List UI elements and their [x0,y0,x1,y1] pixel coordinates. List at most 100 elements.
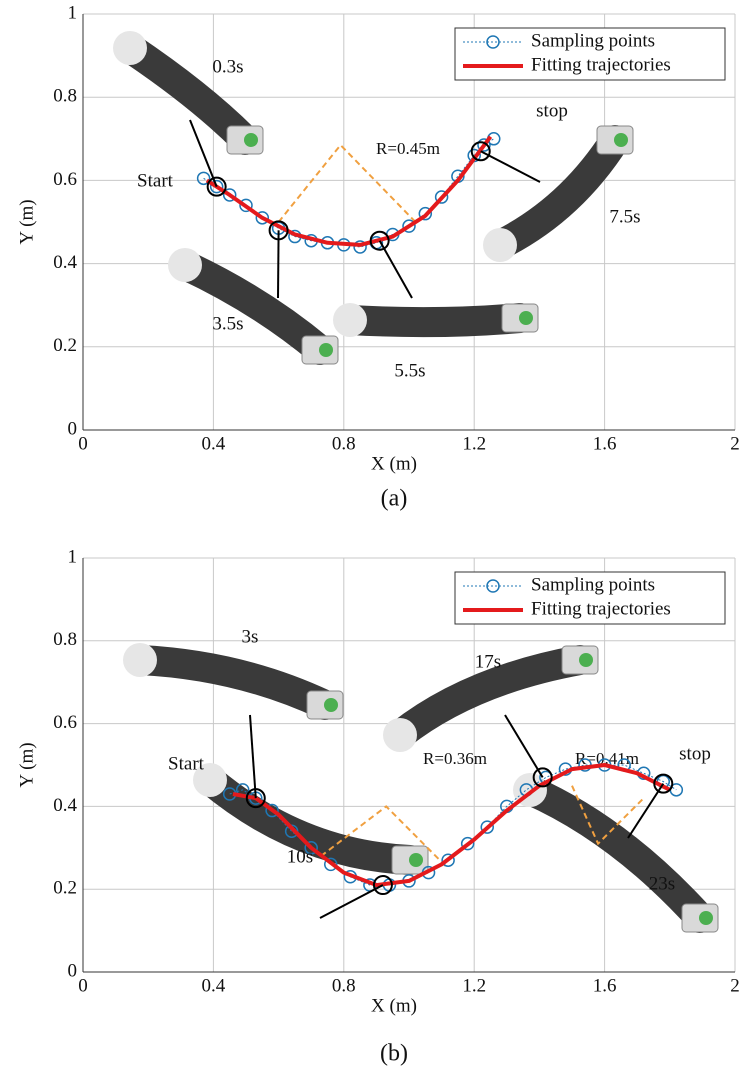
y-tick-label: 0.6 [53,712,77,733]
x-tick-label: 0 [78,433,88,454]
legend-swatch [486,35,500,49]
robot-board [244,133,258,147]
event-marker [532,767,553,788]
y-tick-label: 0 [68,418,78,439]
x-tick-label: 1.2 [462,975,486,996]
robot-body [195,765,425,875]
annotation: Start [137,170,174,191]
event-marker [245,788,266,809]
event-label: 5.5s [394,360,425,381]
x-tick-label: 0.4 [202,975,226,996]
y-axis-label: Y (m) [16,742,37,787]
fitting-line [232,763,671,888]
sampling-point [265,803,279,818]
annotation: Start [168,753,205,774]
sampling-point [239,198,253,213]
y-tick-label: 1 [68,546,78,567]
event-marker [369,230,390,251]
leader-line [249,714,257,799]
sampling-point [477,138,491,152]
robot-board [324,698,338,712]
legend-box [454,571,726,625]
x-tick-label: 1.6 [593,433,617,454]
x-tick-label: 2 [730,433,740,454]
sampling-point [441,853,455,867]
sampling-point [418,206,433,221]
leader-line [627,783,665,839]
event-label: 3.5s [212,313,243,334]
chart: 0 0.4 0.8 1.2 1.6 2 0 0.2 0.4 0.6 0.8 1 X (m) Y (m) (b… [16,546,739,1066]
y-tick-label: 0.6 [53,169,77,190]
event-marker [206,176,227,197]
sampling-point [324,857,338,872]
y-tick-label: 0.4 [53,795,77,816]
x-tick-label: 0.8 [332,975,356,996]
robot-board [614,133,628,147]
x-axis-label: X (m) [371,995,417,1016]
legend-swatch [486,579,500,593]
leader-line [378,240,413,299]
leader-line [319,884,384,919]
y-tick-label: 0.2 [53,335,77,356]
robot-body [385,645,595,750]
y-tick-label: 0.8 [53,86,77,107]
robot-body [515,775,715,933]
event-marker [372,875,393,896]
sampling-point [402,219,416,233]
radius-guide [571,785,645,846]
robot-head [123,643,157,677]
sampling-point [353,240,367,254]
event-label: 7.5s [609,206,640,227]
robot-board [699,911,713,925]
event-marker [470,141,491,162]
sampling-point [434,190,449,204]
robot-body [125,645,340,720]
event-marker [653,773,674,794]
sampling-point [460,836,475,851]
legend-label: Sampling points [531,30,655,51]
x-tick-label: 0.8 [332,433,356,454]
radius-label: R=0.36m [423,749,487,768]
sampling-point [255,211,270,225]
x-axis-label: X (m) [371,453,417,474]
x-tick-label: 1.2 [462,433,486,454]
x-tick-label: 0 [78,975,88,996]
robot-head [383,718,417,752]
legend-label: Fitting trajectories [531,54,671,75]
radius-label: R=0.45m [376,139,440,158]
event-label: 0.3s [212,56,243,77]
fitting-line [205,135,493,247]
leader-line [480,150,541,183]
event-label: 10s [287,846,313,867]
event-label: 23s [649,873,675,894]
caption: (b) [380,1041,408,1067]
x-tick-label: 0.4 [202,433,226,454]
leader-line [277,230,280,299]
robot-head [483,228,517,262]
annotation: stop [679,743,711,764]
sampling-point [222,188,237,202]
x-tick-label: 1.6 [593,975,617,996]
legend-label: Sampling points [531,574,655,595]
robot-head [193,763,227,797]
caption: (a) [381,486,408,512]
sampling-point [209,179,224,194]
robot-body [485,125,630,260]
leader-line [189,119,218,188]
radius-guide [277,143,417,223]
robot-body [335,303,535,338]
robot-head [168,248,202,282]
event-label: 3s [242,626,259,647]
event-label: 17s [475,651,501,672]
y-tick-label: 1 [68,2,78,23]
leader-line [504,714,544,778]
radius-guide [320,805,449,870]
sampling-point [304,841,318,855]
legend-label: Fitting trajectories [531,598,671,619]
robot-board [519,311,533,325]
legend-box [454,27,726,81]
y-axis-label: Y (m) [16,199,37,244]
robot-head [113,31,147,65]
y-tick-label: 0.4 [53,252,77,273]
